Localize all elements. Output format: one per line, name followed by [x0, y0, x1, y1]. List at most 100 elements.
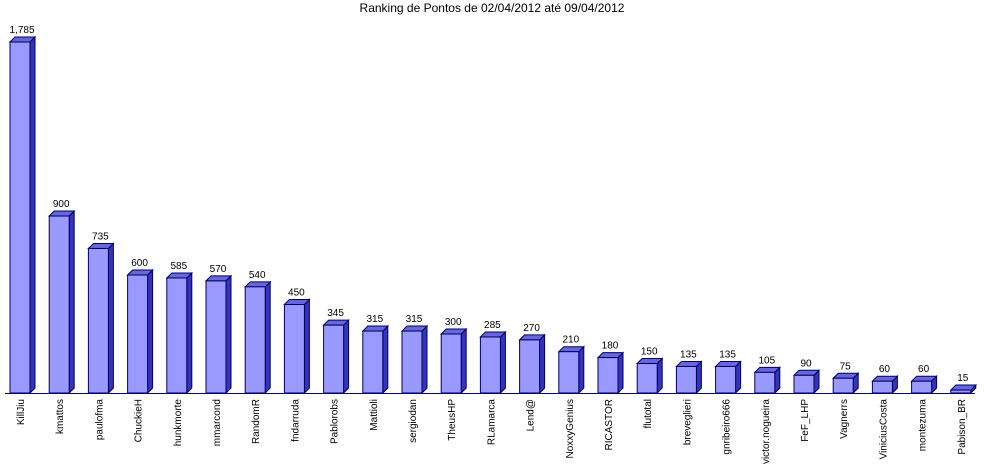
- bar-top: [951, 385, 976, 390]
- value-label: 90: [800, 358, 812, 369]
- value-label: 150: [641, 347, 658, 358]
- value-label: 315: [366, 314, 383, 325]
- value-label: 285: [484, 320, 501, 331]
- bar-side: [657, 359, 662, 393]
- bar-side: [187, 273, 192, 393]
- bar-top: [324, 320, 349, 325]
- x-tick-label: gnribeiro666: [722, 399, 733, 455]
- bar: [245, 287, 265, 393]
- bar: [637, 364, 657, 393]
- bar: [520, 340, 540, 393]
- x-tick-label: RandomR: [251, 399, 262, 444]
- bar-top: [598, 353, 623, 358]
- bar-top: [559, 347, 584, 352]
- x-tick-label: FeF_LHP: [800, 399, 811, 442]
- value-label: 210: [562, 335, 579, 346]
- bar-top: [676, 361, 701, 366]
- bar: [755, 372, 775, 393]
- x-tick-label: TheusHP: [447, 399, 458, 441]
- bar-side: [618, 353, 623, 393]
- value-label: 600: [131, 258, 148, 269]
- bar-top: [755, 367, 780, 372]
- bar-side: [422, 326, 427, 393]
- bar-side: [540, 335, 545, 393]
- bar-top: [794, 370, 819, 375]
- bar: [284, 305, 304, 393]
- bar-top: [480, 332, 505, 337]
- bar-top: [10, 37, 35, 42]
- bar: [833, 378, 853, 393]
- bar-top: [284, 300, 309, 305]
- bar-side: [148, 270, 153, 393]
- bar: [128, 275, 148, 393]
- x-tick-label: breveglieri: [682, 399, 693, 445]
- bar-side: [226, 276, 231, 393]
- value-label: 75: [840, 361, 852, 372]
- bar-top: [637, 359, 662, 364]
- bar-top: [206, 276, 231, 281]
- bar-top: [363, 326, 388, 331]
- bar-side: [265, 282, 270, 393]
- value-label: 450: [288, 288, 305, 299]
- x-tick-label: sergiodan: [408, 399, 419, 443]
- value-label: 15: [957, 373, 969, 384]
- value-label: 270: [523, 323, 540, 334]
- bar: [402, 331, 422, 393]
- bar: [794, 375, 814, 393]
- x-tick-label: RICASTOR: [604, 399, 615, 451]
- bar-top: [872, 376, 897, 381]
- value-label: 345: [327, 308, 344, 319]
- bar-side: [304, 300, 309, 393]
- x-tick-label: Lend@: [526, 399, 537, 431]
- bar-top: [245, 282, 270, 287]
- x-tick-label: Pablorobs: [330, 399, 341, 444]
- x-tick-label: victor.nogueira: [761, 399, 772, 464]
- bar-top: [128, 270, 153, 275]
- bar: [10, 42, 30, 393]
- bar: [951, 390, 971, 393]
- bar-side: [344, 320, 349, 393]
- bar-side: [500, 332, 505, 393]
- value-label: 540: [249, 270, 266, 281]
- bar: [441, 334, 461, 393]
- x-tick-label: kmattos: [55, 399, 66, 434]
- x-tick-label: fndarruda: [290, 399, 301, 442]
- x-tick-label: Pabison_BR: [957, 399, 968, 455]
- bar: [716, 366, 736, 393]
- bar-top: [88, 243, 113, 248]
- bar: [559, 352, 579, 393]
- chart-title: Ranking de Pontos de 02/04/2012 até 09/0…: [360, 1, 625, 15]
- x-tick-label: KillJiu: [16, 399, 27, 425]
- bar: [206, 281, 226, 393]
- bar-side: [69, 211, 74, 393]
- x-tick-label: ChuckieH: [134, 399, 145, 442]
- bar-top: [167, 273, 192, 278]
- x-tick-label: Mattioli: [369, 399, 380, 431]
- chart: Ranking de Pontos de 02/04/2012 até 09/0…: [0, 0, 984, 473]
- x-tick-label: mmarcond: [212, 399, 223, 446]
- bar-top: [402, 326, 427, 331]
- bar-top: [716, 361, 741, 366]
- bar-side: [30, 37, 35, 393]
- x-tick-label: NoxxyGenius: [565, 399, 576, 458]
- bar-side: [383, 326, 388, 393]
- value-label: 135: [719, 349, 736, 360]
- bar-side: [108, 243, 113, 393]
- bar-side: [579, 347, 584, 393]
- bar-top: [49, 211, 74, 216]
- value-label: 300: [445, 317, 462, 328]
- bar-top: [833, 373, 858, 378]
- value-label: 735: [92, 231, 109, 242]
- bar-side: [461, 329, 466, 393]
- bar: [598, 358, 618, 393]
- value-label: 1,785: [9, 25, 34, 36]
- value-label: 135: [680, 349, 697, 360]
- value-label: 900: [53, 199, 70, 210]
- bar: [912, 381, 932, 393]
- bar: [872, 381, 892, 393]
- value-label: 315: [406, 314, 423, 325]
- x-tick-label: Vagnerrs: [839, 399, 850, 439]
- bar: [49, 216, 69, 393]
- bar: [480, 337, 500, 393]
- value-label: 105: [758, 355, 775, 366]
